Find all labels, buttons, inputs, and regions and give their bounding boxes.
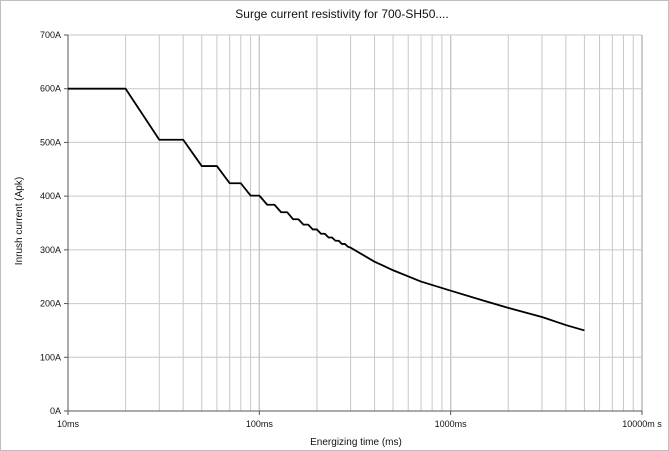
- y-tick-label: 300A: [40, 245, 61, 255]
- y-tick-label: 600A: [40, 84, 61, 94]
- x-tick-label: 1000ms: [435, 419, 468, 429]
- x-tick-label: 100ms: [246, 419, 274, 429]
- y-tick-label: 400A: [40, 191, 61, 201]
- x-axis-title: Energizing time (ms): [310, 437, 402, 448]
- x-tick-label: 10ms: [57, 419, 80, 429]
- y-tick-label: 200A: [40, 299, 61, 309]
- series-layer: [68, 87, 585, 332]
- y-tick-label: 0A: [50, 406, 61, 416]
- grid-lines: [68, 34, 643, 411]
- y-tick-label: 700A: [40, 30, 61, 40]
- chart-title: Surge current resistivity for 700-SH50..…: [235, 7, 448, 21]
- tick-labels: 0A 100A 200A 300A 400A 500A 600A 700A 10ms 100ms 1…: [40, 30, 662, 429]
- series-line: [68, 87, 585, 332]
- y-tick-label: 500A: [40, 137, 61, 147]
- y-axis-title: Inrush current (Apk): [14, 177, 25, 265]
- y-tick-label: 100A: [40, 352, 61, 362]
- axes: [64, 34, 643, 415]
- x-tick-label: 10000m s: [622, 419, 662, 429]
